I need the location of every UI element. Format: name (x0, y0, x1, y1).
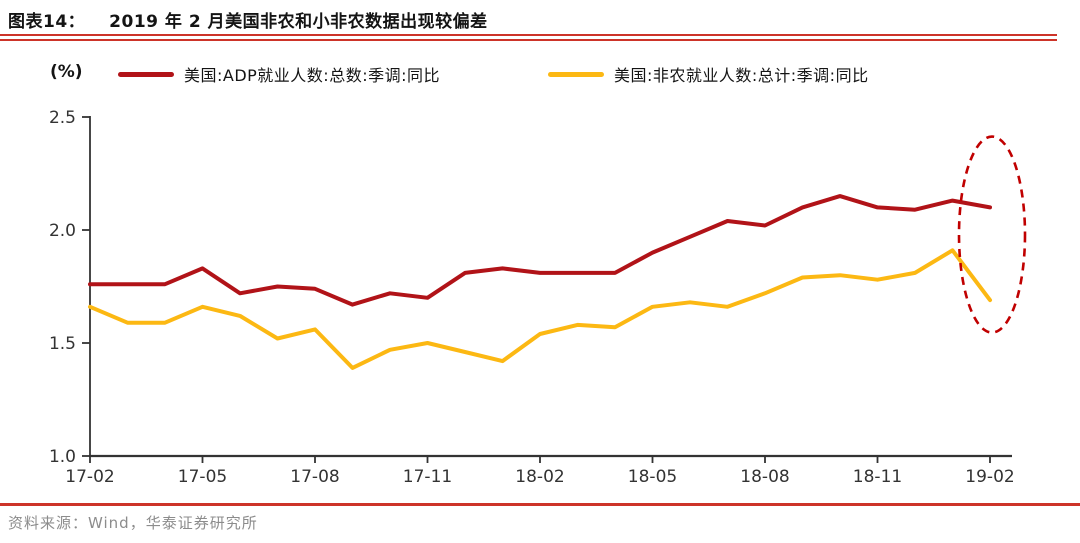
chart-title: 图表14： 2019 年 2 月美国非农和小非农数据出现较偏差 (8, 7, 488, 32)
y-tick-label: 1.0 (49, 447, 76, 467)
y-tick-label: 1.5 (49, 334, 76, 354)
x-tick-label: 17-02 (65, 467, 114, 487)
nonfarm-series-line (88, 248, 992, 370)
divergence-highlight-ellipse (957, 135, 1027, 334)
y-tick-label: 2.0 (49, 221, 76, 241)
x-tick-label: 18-11 (853, 467, 902, 487)
x-tick-label: 18-02 (515, 467, 564, 487)
source-note: 资料来源：Wind，华泰证券研究所 (8, 514, 258, 532)
bottom-divider (0, 503, 1080, 506)
chart-number-label: 图表14： (8, 12, 86, 32)
x-tick-label: 17-08 (290, 467, 339, 487)
x-tick-label: 18-05 (628, 467, 677, 487)
legend-label-nonfarm: 美国:非农就业人数:总计:季调:同比 (614, 66, 869, 85)
legend: (%) 美国:ADP就业人数:总数:季调:同比 美国:非农就业人数:总计:季调:… (0, 60, 1080, 88)
y-axis-unit-label: (%) (50, 62, 83, 82)
adp-line-swatch-icon (118, 71, 174, 77)
x-tick-label: 17-05 (178, 467, 227, 487)
legend-label-adp: 美国:ADP就业人数:总数:季调:同比 (184, 66, 440, 85)
x-tick-label: 18-08 (740, 467, 789, 487)
chart-title-text: 2019 年 2 月美国非农和小非农数据出现较偏差 (109, 12, 488, 32)
nonfarm-line-swatch-icon (548, 71, 604, 77)
x-tick-label: 19-02 (965, 467, 1014, 487)
legend-item-nonfarm: 美国:非农就业人数:总计:季调:同比 (548, 60, 869, 88)
adp-series-line (88, 194, 992, 307)
y-tick-label: 2.5 (49, 108, 76, 128)
legend-item-adp: 美国:ADP就业人数:总数:季调:同比 (118, 60, 440, 88)
title-divider (0, 34, 1057, 41)
x-tick-label: 17-11 (403, 467, 452, 487)
